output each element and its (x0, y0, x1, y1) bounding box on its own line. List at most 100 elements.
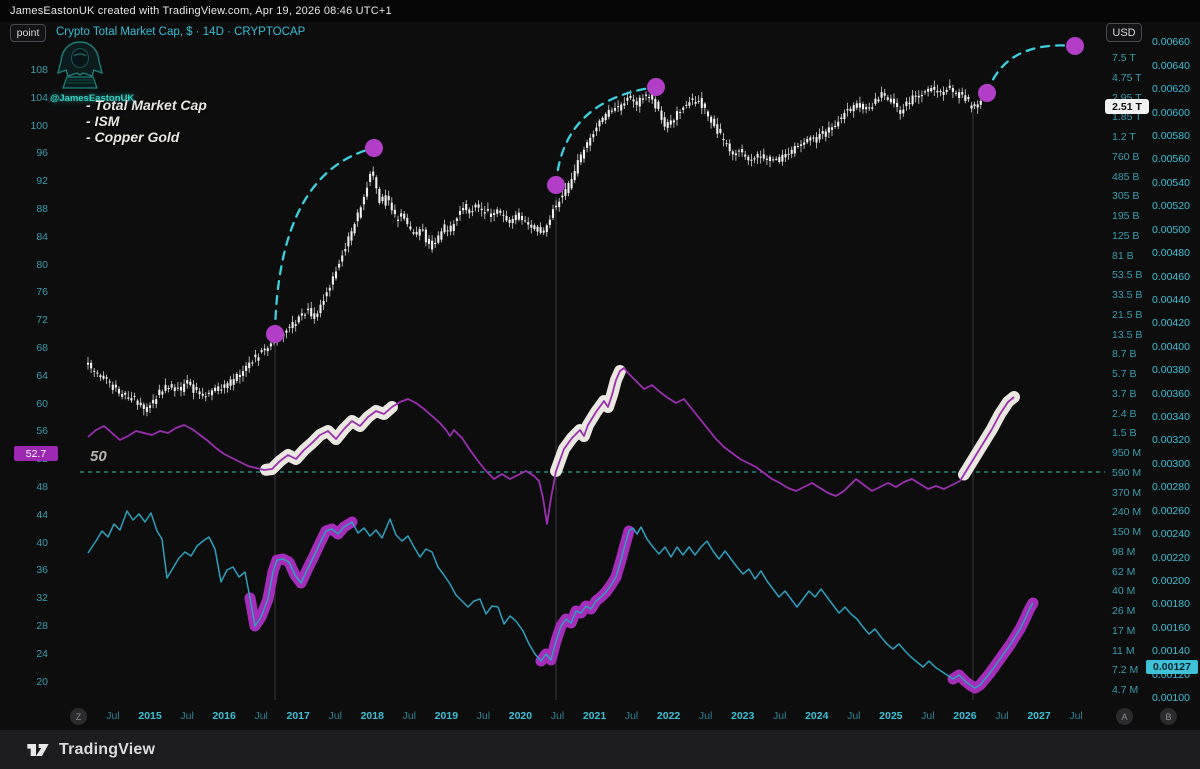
tradingview-footer: TradingView (0, 730, 1200, 769)
axis-tick: 125 B (1112, 229, 1140, 242)
axis-tick: 0.00620 (1152, 83, 1190, 96)
axis-tick: 0.00360 (1152, 387, 1190, 400)
axis-tick: 84 (36, 230, 48, 243)
time-axis-label: Jul (995, 710, 1009, 722)
axis-tick: 0.00560 (1152, 153, 1190, 166)
axis-tick: 56 (36, 425, 48, 438)
attribution-text: JamesEastonUK created with TradingView.c… (10, 5, 392, 17)
axis-tick: 0.00660 (1152, 36, 1190, 49)
legend-item-copper-gold: - Copper Gold (86, 129, 180, 145)
ism-highlight-band (550, 365, 626, 477)
axis-tick: 0.00100 (1152, 692, 1190, 704)
axis-tick: 24 (36, 647, 48, 660)
symbol-title[interactable]: Crypto Total Market Cap, $ · 14D · CRYPT… (56, 26, 306, 38)
projection-arc (985, 44, 1077, 95)
axis-tick: 0.00260 (1152, 504, 1190, 517)
axis-tick: 0.00240 (1152, 528, 1190, 541)
axis-tick: 0.00220 (1152, 551, 1190, 564)
axis-tick: 21.5 B (1112, 308, 1143, 321)
axis-tick: 0.00200 (1152, 574, 1190, 587)
axis-tick: 20 (36, 675, 48, 688)
time-axis-label: Jul (328, 710, 342, 722)
axis-tick: 0.00420 (1152, 317, 1190, 330)
axis-tick: 0.00380 (1152, 364, 1190, 377)
axis-tick: 62 M (1112, 565, 1136, 578)
axis-tick: 4.7 M (1112, 684, 1139, 696)
time-axis-label: Jul (1069, 710, 1083, 722)
axis-tick: 1.2 T (1112, 131, 1136, 143)
time-axis-label: 2019 (434, 710, 459, 722)
time-axis-label: Jul (106, 710, 120, 722)
axis-tick: 7.5 T (1112, 52, 1136, 64)
axis-tick: 305 B (1112, 190, 1140, 203)
axis-tick: 0.00340 (1152, 411, 1190, 424)
time-axis-label: Jul (476, 710, 491, 722)
axis-tick: 1.5 B (1112, 427, 1137, 440)
axis-tick: 48 (36, 481, 48, 493)
ism-line (87, 367, 1015, 525)
time-axis-label: Jul (624, 710, 639, 722)
level-50-label: 50 (90, 448, 107, 465)
b-axis-settings-button[interactable]: B (1160, 708, 1177, 725)
axis-tick: 5.7 B (1112, 368, 1137, 380)
time-axis-label: 2015 (138, 710, 162, 722)
axis-tick: 0.00460 (1152, 270, 1190, 283)
attribution-bar: JamesEastonUK created with TradingView.c… (0, 0, 1200, 22)
time-axis-label: 2021 (582, 710, 607, 722)
axis-tick: 950 M (1112, 447, 1142, 459)
time-axis-label: Jul (773, 710, 787, 722)
time-axis-label: 2017 (286, 710, 310, 722)
axis-tick: 98 M (1112, 545, 1136, 558)
ism-last-value-tag: 52.7 (14, 446, 58, 461)
watermark-handle: @JamesEastonUK (50, 93, 135, 104)
hacker-figure-icon (56, 41, 104, 89)
axis-tick: 0.00160 (1152, 621, 1190, 634)
axis-tick: 760 B (1112, 150, 1140, 163)
market-cap-last-value-tag: 2.51 T (1105, 99, 1149, 114)
copper-gold-highlight-band (535, 525, 635, 667)
axis-tick: 60 (36, 397, 48, 410)
axis-tick: 4.75 T (1112, 71, 1142, 84)
time-axis-label: 2023 (730, 710, 755, 722)
axis-tick: 32 (36, 592, 48, 605)
currency-button[interactable]: USD (1106, 23, 1142, 42)
ism-highlight-band (958, 391, 1020, 481)
axis-tick: 76 (36, 286, 48, 299)
axis-tick: 240 M (1112, 506, 1142, 519)
axis-tick: 2.4 B (1112, 407, 1137, 420)
axis-tick: 72 (36, 314, 48, 327)
axis-tick: 0.00480 (1152, 247, 1190, 260)
axis-tick: 0.00140 (1152, 645, 1190, 658)
legend-item-ism: - ISM (86, 113, 120, 129)
time-axis-label: 2024 (805, 710, 829, 722)
usd-axis-settings-button[interactable]: A (1116, 708, 1133, 725)
axis-tick: 0.00520 (1152, 200, 1190, 213)
time-axis-label: 2022 (656, 710, 681, 722)
left-axis-settings-button[interactable]: Z (70, 708, 87, 725)
axis-tick: 370 M (1112, 486, 1142, 499)
axis-tick: 0.00580 (1152, 130, 1190, 143)
axis-tick: 81 B (1112, 249, 1134, 262)
axis-tick: 108 (30, 64, 48, 76)
projection-arc (273, 146, 376, 336)
axis-tick: 80 (36, 258, 48, 271)
time-axis-label: Jul (180, 710, 194, 722)
point-scale-button[interactable]: point (10, 24, 46, 42)
tradingview-brand-text[interactable]: TradingView (59, 740, 156, 758)
axis-tick: 0.00540 (1152, 176, 1190, 189)
tradingview-logo-icon[interactable] (26, 738, 50, 762)
axis-tick: 17 M (1112, 624, 1136, 637)
axis-tick: 0.00320 (1152, 434, 1190, 447)
axis-tick: 0.00500 (1152, 223, 1190, 236)
momentum-dot (547, 176, 565, 194)
copper-gold-line (87, 510, 1034, 689)
axis-tick: 150 M (1112, 526, 1142, 538)
time-axis-label: 2020 (508, 710, 533, 722)
momentum-dot (1066, 37, 1084, 55)
time-axis-label: 2018 (360, 710, 384, 722)
axis-tick: 104 (30, 91, 48, 104)
axis-tick: 53.5 B (1112, 269, 1143, 282)
axis-tick: 68 (36, 342, 48, 354)
projection-arc (554, 85, 658, 187)
